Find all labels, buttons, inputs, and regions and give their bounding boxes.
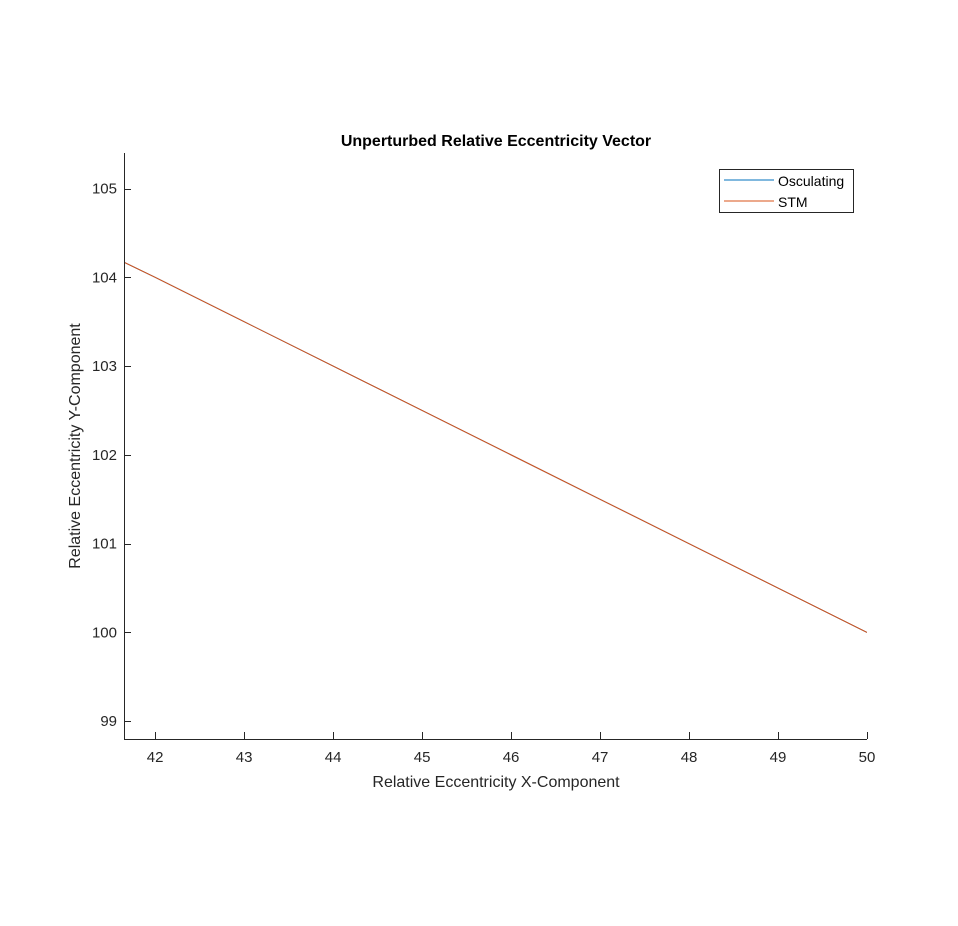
legend-label-stm: STM <box>778 194 808 210</box>
y-tick-label: 105 <box>92 181 117 198</box>
x-tick-label: 47 <box>592 749 609 766</box>
plot-area: 42 43 44 45 46 47 48 49 50 99 100 101 102 103 104 105 <box>92 153 875 766</box>
x-tick-label: 46 <box>503 749 520 766</box>
chart-title: Unperturbed Relative Eccentricity Vector <box>341 133 651 150</box>
x-axis-label: Relative Eccentricity X-Component <box>372 774 620 791</box>
x-tick-label: 44 <box>325 749 342 766</box>
x-tick-label: 49 <box>770 749 787 766</box>
x-tick-label: 48 <box>681 749 698 766</box>
y-tick-label: 101 <box>92 536 117 553</box>
x-tick-label: 42 <box>147 749 164 766</box>
x-tick-label: 43 <box>236 749 253 766</box>
x-tick-label: 45 <box>414 749 431 766</box>
y-tick-label: 100 <box>92 624 117 641</box>
legend-box <box>719 169 854 213</box>
y-tick-label: 104 <box>92 269 117 286</box>
y-tick-label: 99 <box>100 713 117 730</box>
y-tick-label: 103 <box>92 358 117 375</box>
y-tick-label: 102 <box>92 447 117 464</box>
legend-label-osculating: Osculating <box>778 173 844 189</box>
legend: Osculating STM <box>719 169 854 213</box>
y-ticks: 99 100 101 102 103 104 105 <box>92 181 131 730</box>
x-ticks: 42 43 44 45 46 47 48 49 50 <box>147 732 876 766</box>
series-line-stm <box>124 261 867 633</box>
x-tick-label: 50 <box>859 749 876 766</box>
series-layer <box>124 261 867 633</box>
y-axis-label: Relative Eccentricity Y-Component <box>67 323 84 569</box>
